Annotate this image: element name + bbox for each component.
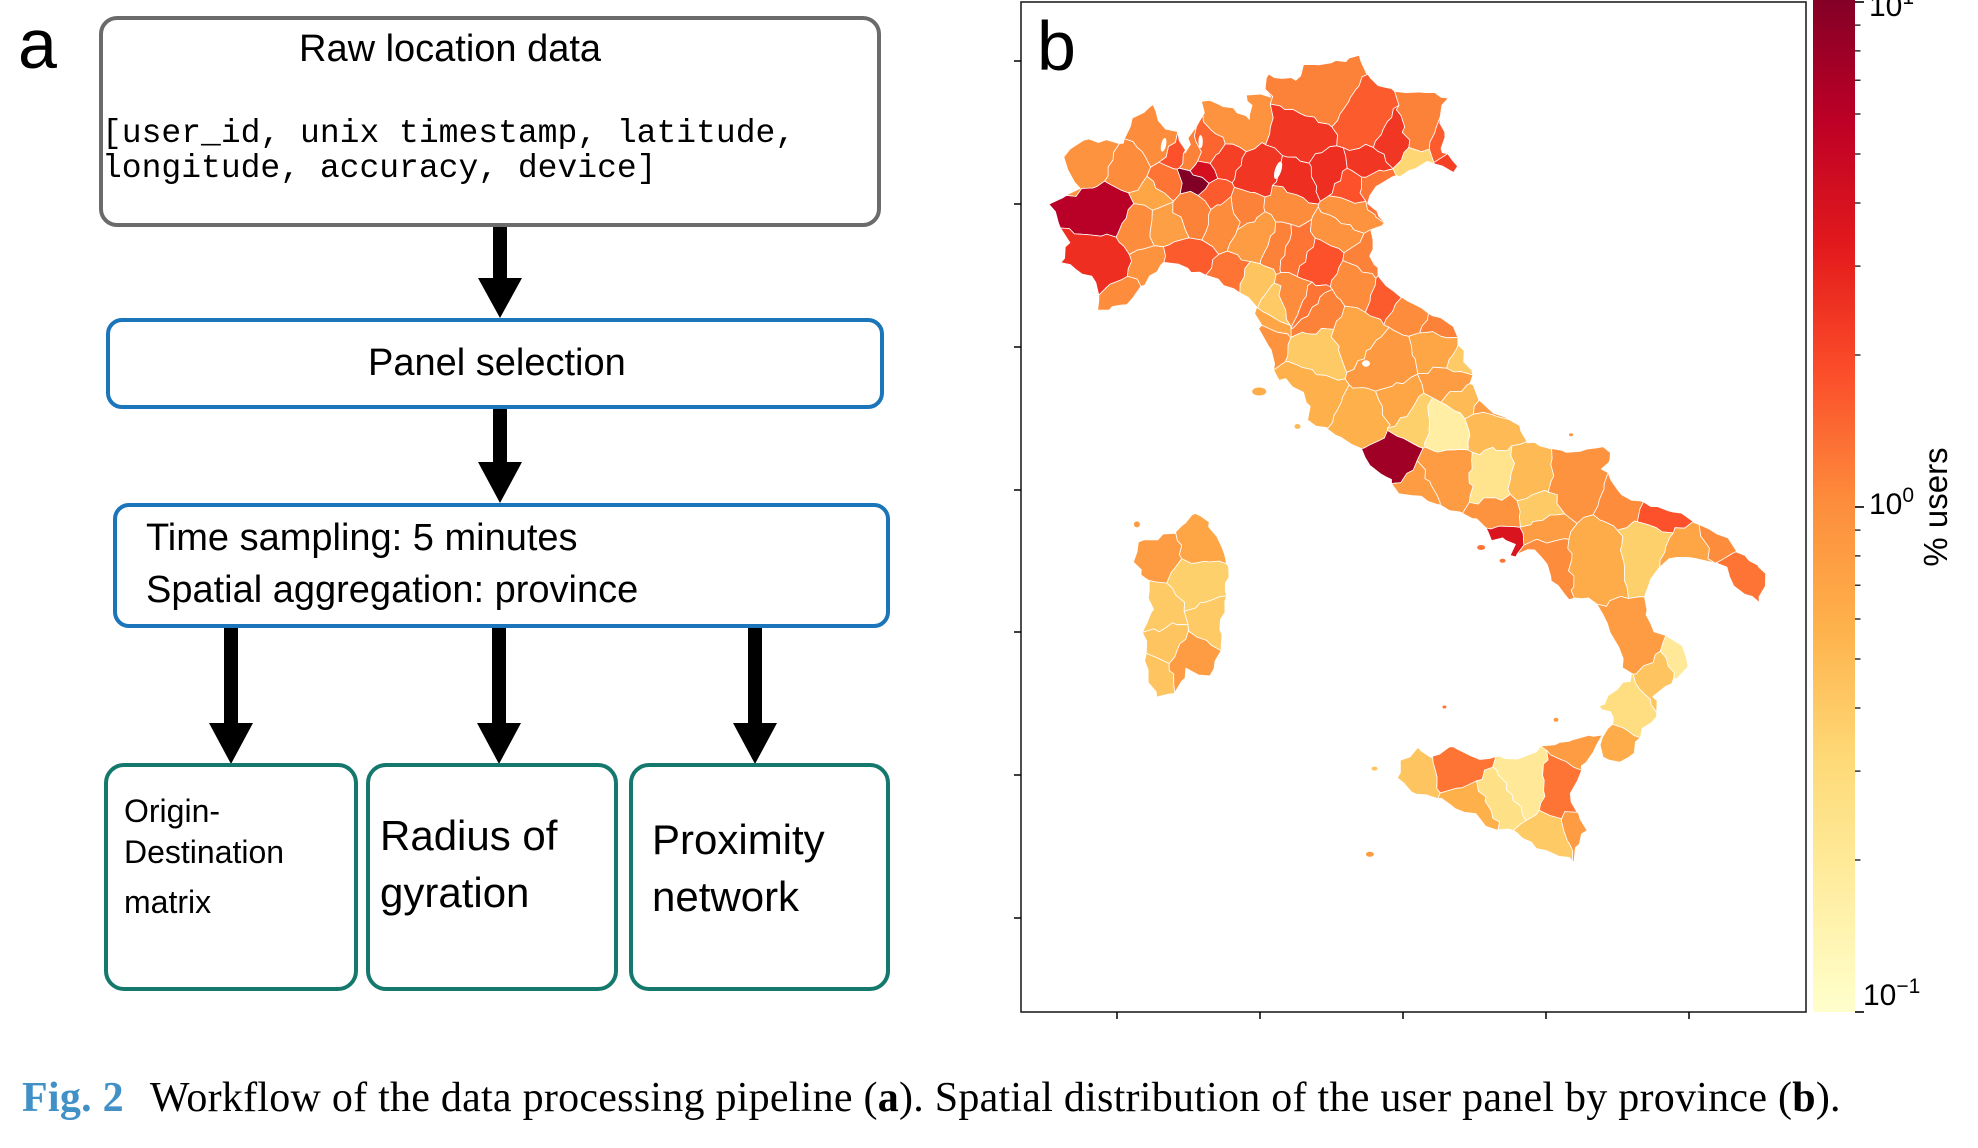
svg-text:b: b <box>1037 7 1076 85</box>
svg-text:101: 101 <box>1869 0 1914 23</box>
svg-text:10−1: 10−1 <box>1863 975 1920 1012</box>
svg-text:100: 100 <box>1869 484 1914 521</box>
svg-text:% users: % users <box>1917 447 1954 566</box>
